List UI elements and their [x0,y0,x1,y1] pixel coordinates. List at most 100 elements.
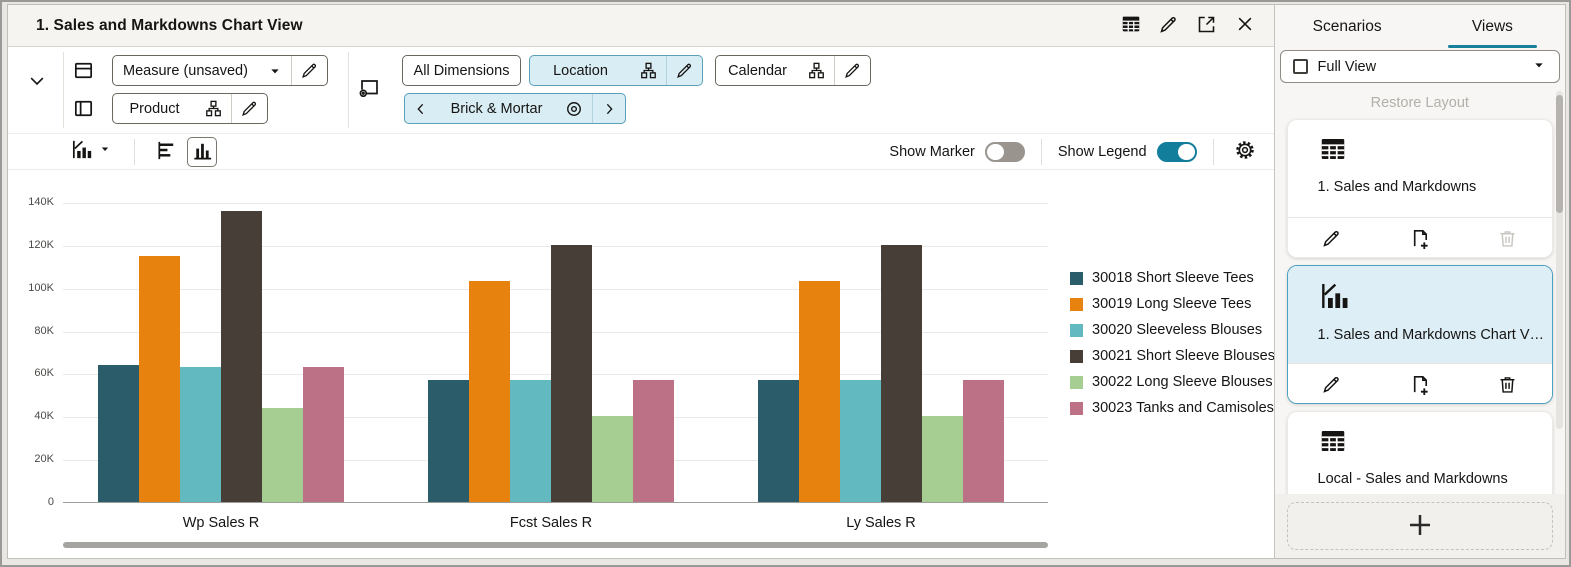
add-view-strip [1274,494,1565,558]
rows-axis-icon[interactable] [70,57,96,83]
bar[interactable] [799,281,840,502]
view-card[interactable]: 1. Sales and Markdowns Chart V… [1286,265,1553,404]
legend-label: 30022 Long Sleeve Blouses [1092,374,1273,390]
bar[interactable] [139,255,180,502]
edit-location-button[interactable] [665,56,702,85]
controls-divider [1040,138,1042,165]
tab-scenarios[interactable]: Scenarios [1312,18,1382,35]
y-axis-tick-label: 40K [34,410,54,423]
collapse-toolbar-button[interactable] [22,67,52,97]
vertical-bar-chart-button[interactable] [187,136,217,167]
bar[interactable] [262,407,303,502]
legend-item[interactable]: 30018 Short Sleeve Tees [1070,270,1275,286]
hierarchy-icon [631,56,666,85]
location-dimension-button[interactable]: Location [529,55,703,86]
view-card-label: 1. Sales and Markdowns Chart V… [1317,327,1544,343]
view-card-body: Local - Sales and Markdowns [1288,412,1552,509]
duplicate-view-button[interactable] [1376,227,1464,250]
edit-product-button[interactable] [230,94,267,123]
hierarchy-icon [799,56,834,85]
vertical-bars-icon [191,139,214,165]
bar[interactable] [98,364,139,502]
edit-view-button[interactable] [1154,11,1184,41]
bar[interactable] [592,416,633,502]
y-axis-tick-label: 80K [34,324,54,337]
y-axis-tick-label: 60K [34,367,54,380]
delete-view-button[interactable] [1464,374,1552,395]
edit-view-button[interactable] [1288,374,1376,395]
bar[interactable] [428,379,469,502]
horizontal-bars-icon [155,139,178,165]
restore-layout-label: Restore Layout [1370,95,1469,111]
full-view-checkbox[interactable] [1292,59,1308,74]
all-dimensions-button[interactable]: All Dimensions [402,55,521,86]
edit-calendar-button[interactable] [834,56,870,85]
table-view-button[interactable] [1116,11,1146,41]
bar[interactable] [303,367,344,502]
horizontal-scrollbar[interactable] [63,542,1048,548]
close-view-button[interactable] [1230,11,1260,41]
bar[interactable] [840,379,881,502]
page-title: 1. Sales and Markdowns Chart View [36,16,303,34]
window: 1. Sales and Markdowns Chart View [7,4,1566,559]
view-card-actions [1287,217,1552,257]
bar[interactable] [758,379,799,502]
bar[interactable] [510,379,551,502]
legend-swatch [1070,271,1083,285]
caret-down-icon [98,142,112,161]
chart-settings-button[interactable] [1230,137,1260,167]
calendar-dimension-button[interactable]: Calendar [715,55,871,86]
linked-view-icon[interactable] [356,75,382,101]
columns-axis-icon[interactable] [70,95,96,121]
controls-divider [134,138,135,165]
bar[interactable] [469,281,510,502]
gridline [63,203,1048,204]
chart-type-dropdown[interactable] [70,138,112,166]
duplicate-view-button[interactable] [1376,373,1464,396]
view-card-label: Local - Sales and Markdowns [1317,471,1508,487]
legend-item[interactable]: 30020 Sleeveless Blouses [1070,322,1275,338]
toggle-knob [1177,143,1195,160]
caret-down-icon [1531,57,1547,77]
legend-label: 30019 Long Sleeve Tees [1092,296,1252,312]
bar[interactable] [881,244,922,502]
bar[interactable] [551,244,592,502]
show-legend-group: Show Legend [1058,141,1197,162]
close-icon [1235,14,1255,37]
sidebar-tabs: Scenarios Views [1275,5,1565,49]
sidebar-scrollbar-thumb[interactable] [1556,95,1563,213]
focus-bullseye-icon[interactable] [556,94,592,123]
legend-item[interactable]: 30022 Long Sleeve Blouses [1070,374,1275,390]
bar[interactable] [221,210,262,502]
titlebar-actions [1116,11,1260,41]
product-dimension-button[interactable]: Product [112,93,268,124]
bar[interactable] [922,416,963,502]
next-chevron-icon[interactable] [592,94,625,123]
bar-group [428,203,674,502]
horizontal-bar-chart-button[interactable] [151,137,181,167]
pencil-icon [1158,14,1179,38]
legend-item[interactable]: 30019 Long Sleeve Tees [1070,296,1275,312]
measure-dropdown[interactable]: Measure (unsaved) [112,55,328,86]
legend-label: 30023 Tanks and Camisoles [1092,400,1274,416]
legend-item[interactable]: 30023 Tanks and Camisoles [1070,400,1275,416]
edit-view-button[interactable] [1288,228,1376,249]
edit-measure-button[interactable] [291,56,327,85]
location-dimension-label: Location [553,62,608,79]
bar[interactable] [633,379,674,502]
show-legend-toggle[interactable] [1156,141,1197,162]
show-marker-label: Show Marker [889,143,975,160]
previous-chevron-icon[interactable] [405,94,437,123]
expand-view-button[interactable] [1192,11,1222,41]
view-mode-select[interactable]: Full View [1279,50,1560,83]
expand-icon [1196,14,1217,38]
legend-swatch [1070,375,1083,389]
add-view-button[interactable] [1286,502,1553,550]
show-marker-toggle[interactable] [984,141,1025,162]
legend-item[interactable]: 30021 Short Sleeve Blouses [1070,348,1275,364]
titlebar: 1. Sales and Markdowns Chart View [8,5,1274,47]
bar[interactable] [180,367,221,502]
tab-views[interactable]: Views [1420,5,1565,49]
view-card[interactable]: 1. Sales and Markdowns [1286,119,1553,258]
bar[interactable] [963,379,1004,502]
